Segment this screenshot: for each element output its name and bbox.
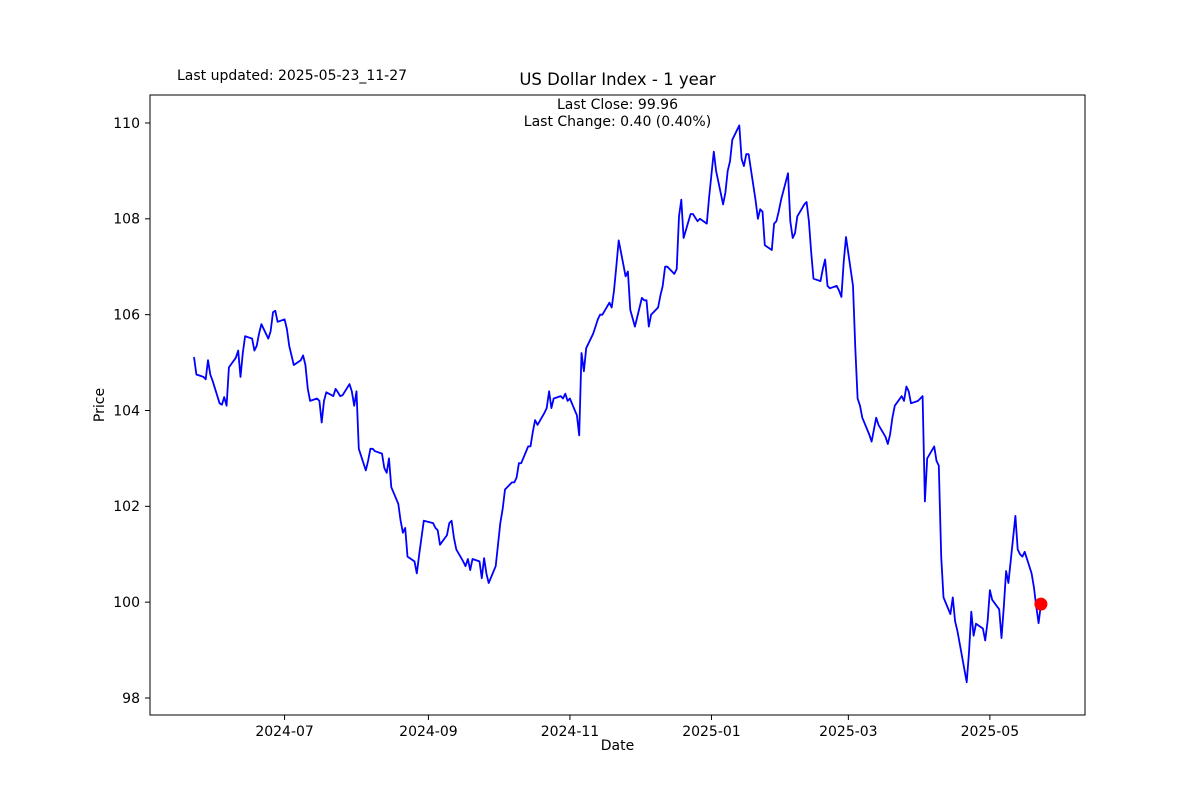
y-tick-label: 102 — [113, 499, 140, 515]
last-point-marker — [1034, 597, 1048, 611]
x-tick-label: 2024-09 — [399, 724, 458, 740]
y-tick-label: 100 — [113, 595, 140, 611]
x-tick-label: 2025-05 — [961, 724, 1020, 740]
price-line — [193, 124, 1042, 684]
x-tick-label: 2025-03 — [819, 724, 878, 740]
last-close-annotation: Last Close: 99.96 — [557, 97, 678, 113]
x-axis-label: Date — [600, 738, 635, 754]
y-tick-label: 110 — [113, 116, 140, 132]
x-tick-label: 2025-01 — [682, 724, 741, 740]
last-change-annotation: Last Change: 0.40 (0.40%) — [523, 113, 712, 130]
y-tick-label: 98 — [122, 691, 140, 707]
y-tick-label: 108 — [113, 212, 140, 228]
x-tick-label: 2024-07 — [255, 724, 314, 740]
annotation-block: Last Close: 99.96 Last Change: 0.40 (0.4… — [150, 97, 1085, 130]
y-axis-label: Price — [92, 387, 108, 423]
last-updated-text: Last updated: 2025-05-23_11-27 — [177, 68, 408, 84]
y-tick-label: 104 — [113, 403, 140, 419]
chart-title: US Dollar Index - 1 year — [519, 70, 716, 89]
axes-border — [149, 94, 1086, 716]
x-tick-label: 2024-11 — [541, 724, 600, 740]
y-tick-label: 106 — [113, 307, 140, 323]
